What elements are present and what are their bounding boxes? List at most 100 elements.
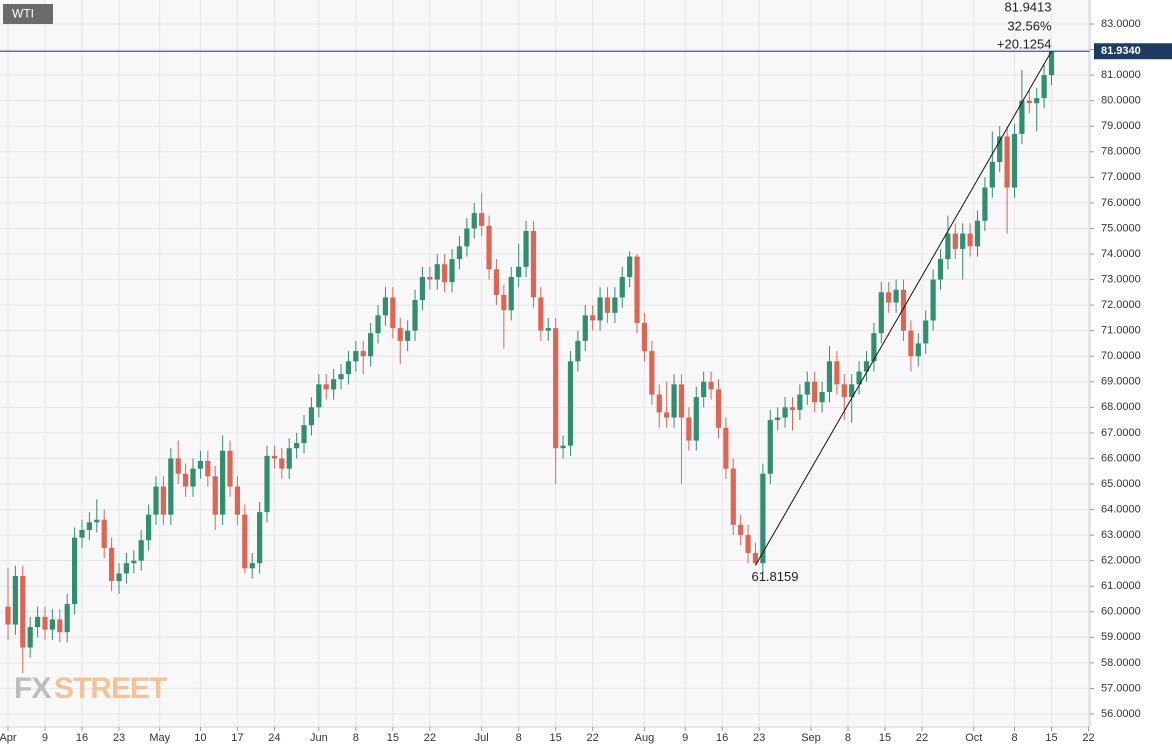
measure-percent-label: 32.56%: [1007, 18, 1052, 33]
candle-body: [501, 294, 507, 311]
candle-body: [863, 361, 870, 372]
x-tick-label: Aug: [635, 732, 655, 744]
x-tick-label: 17: [231, 732, 243, 744]
candle-body: [989, 162, 995, 188]
candle-body: [900, 289, 907, 331]
y-tick-label: 71.0000: [1101, 325, 1141, 337]
candle-body: [205, 460, 211, 477]
candle-body: [982, 187, 988, 221]
y-tick-label: 83.0000: [1101, 18, 1141, 30]
candle-body: [12, 575, 18, 625]
y-tick-label: 65.0000: [1101, 478, 1141, 490]
candle-body: [937, 259, 944, 280]
candle-body: [1026, 100, 1032, 104]
x-tick-label: 15: [879, 732, 891, 744]
x-tick-label: 15: [550, 732, 562, 744]
candle-body: [94, 519, 100, 523]
candle-body: [249, 563, 255, 569]
candle-body: [479, 213, 485, 226]
y-tick-label: 60.0000: [1101, 606, 1141, 618]
candle-body: [826, 361, 833, 392]
y-tick-label: 70.0000: [1101, 350, 1141, 362]
candle-body: [397, 328, 403, 341]
candle-body: [834, 361, 840, 385]
candle-body: [523, 231, 529, 267]
candle-body: [797, 394, 803, 410]
y-tick-label: 76.0000: [1101, 197, 1141, 209]
x-tick-label: 8: [1011, 732, 1017, 744]
candle-body: [123, 563, 130, 574]
logo-part-2: STREET: [54, 672, 167, 705]
candle-body: [242, 514, 248, 569]
candle-body: [701, 381, 707, 398]
candle-body: [160, 486, 167, 515]
x-tick-label: 8: [845, 732, 851, 744]
candle-body: [871, 333, 877, 362]
candle-body: [612, 297, 618, 313]
candle-body: [79, 529, 85, 538]
candle-body: [567, 361, 574, 446]
candle-body: [271, 455, 278, 459]
y-tick-label: 79.0000: [1101, 120, 1141, 132]
candle-body: [234, 486, 241, 515]
candle-body: [360, 351, 366, 357]
chart-title: WTI: [12, 7, 34, 21]
candle-body: [590, 315, 596, 321]
candle-body: [775, 417, 781, 421]
x-tick-label: 22: [587, 732, 599, 744]
candle-body: [664, 412, 670, 418]
candle-body: [442, 264, 448, 283]
candle-body: [146, 514, 152, 541]
candle-body: [627, 256, 633, 278]
candle-body: [974, 220, 981, 247]
candle-body: [730, 468, 736, 525]
candle-body: [42, 616, 48, 630]
candle-body: [131, 560, 137, 564]
candle-body: [812, 381, 818, 403]
candle-body: [516, 266, 522, 278]
candle-body: [345, 361, 352, 375]
candle-body: [27, 627, 33, 648]
candle-body: [375, 315, 381, 334]
candle-body: [715, 389, 722, 428]
candle-body: [390, 297, 396, 329]
candle-body: [316, 384, 322, 408]
candle-body: [841, 384, 847, 398]
candle-body: [508, 277, 514, 311]
candle-body: [1034, 98, 1040, 104]
y-tick-label: 74.0000: [1101, 248, 1141, 260]
candle-body: [257, 512, 263, 564]
candle-body: [604, 297, 611, 313]
x-tick-label: 16: [716, 732, 728, 744]
candle-body: [908, 330, 914, 357]
candle-body: [471, 213, 477, 229]
candle-body: [804, 381, 810, 395]
candle-body: [693, 397, 699, 441]
x-tick-label: 22: [916, 732, 928, 744]
candle-body: [86, 522, 93, 530]
candle-body: [20, 575, 26, 648]
x-tick-label: 9: [42, 732, 48, 744]
candle-body: [34, 616, 41, 628]
candle-body: [405, 330, 411, 341]
candle-body: [109, 547, 115, 582]
candle-body: [878, 292, 884, 334]
candle-body: [1011, 133, 1018, 188]
candle-body: [49, 619, 55, 630]
y-tick-label: 59.0000: [1101, 631, 1141, 643]
grid: [0, 0, 1090, 727]
candle-body: [923, 320, 929, 344]
candle-body: [190, 468, 196, 487]
x-tick-label: 23: [113, 732, 125, 744]
y-tick-label: 63.0000: [1101, 529, 1141, 541]
candle-body: [382, 297, 389, 316]
last-price-label: 81.9340: [1101, 45, 1141, 57]
candle-body: [323, 384, 329, 390]
candle-body: [960, 233, 966, 249]
y-tick-label: 81.0000: [1101, 69, 1141, 81]
candle-body: [419, 277, 426, 300]
candle-body: [183, 473, 189, 487]
candle-body: [686, 417, 692, 441]
candle-body: [819, 391, 825, 403]
